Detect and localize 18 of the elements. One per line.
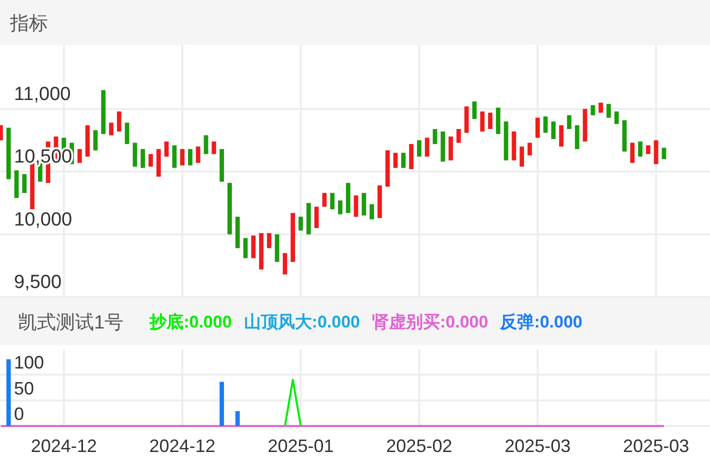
x-tick-label: 2025-01 bbox=[268, 436, 334, 456]
y-tick-label: 50 bbox=[14, 378, 34, 398]
y-tick-label: 10,000 bbox=[14, 209, 72, 230]
y-tick-label: 9,500 bbox=[14, 272, 62, 293]
x-tick-label: 2025-03 bbox=[504, 436, 571, 456]
legend-label: 山顶风大:0.000 bbox=[244, 312, 360, 332]
y-tick-label: 11,000 bbox=[14, 84, 71, 105]
y-tick-label: 0 bbox=[14, 404, 24, 424]
text: 反弹:0.000 bbox=[499, 312, 582, 332]
text: 抄底:0.000 bbox=[148, 312, 232, 332]
chart-title: 凯式测试1号 bbox=[18, 312, 124, 334]
chart-title: 指标 bbox=[9, 14, 48, 34]
text: 肾虚别买:0.000 bbox=[372, 312, 488, 332]
x-tick-label: 2025-03 bbox=[623, 436, 690, 456]
x-tick-label: 2024-12 bbox=[30, 436, 97, 456]
x-tick-label: 2024-12 bbox=[149, 436, 216, 456]
x-tick-label: 2025-02 bbox=[386, 436, 452, 456]
y-tick-label: 100 bbox=[14, 352, 44, 373]
